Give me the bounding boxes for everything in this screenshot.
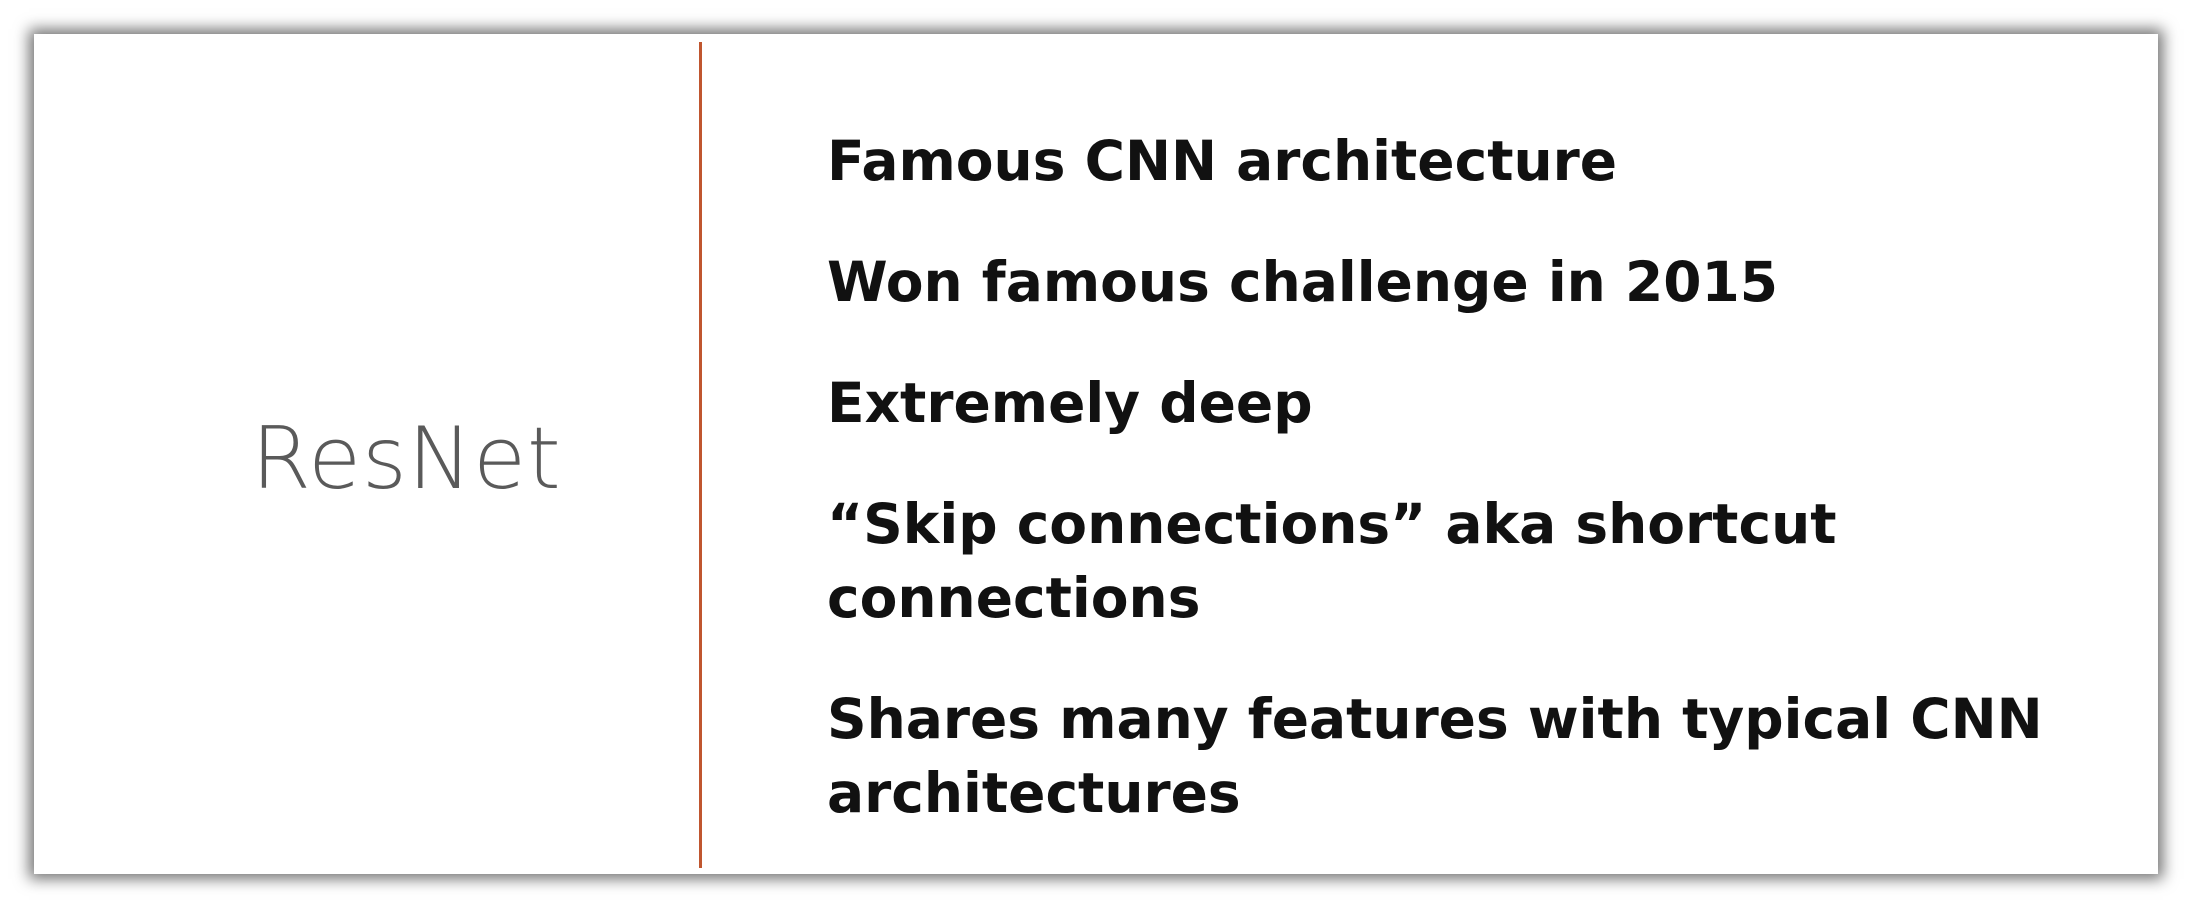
- title-panel: ResNet: [34, 34, 699, 874]
- bullet-item-1: Famous CNN architecture: [827, 129, 1618, 193]
- bullet-list: Famous CNN architecture Won famous chall…: [827, 124, 2127, 877]
- bullet-item-2: Won famous challenge in 2015: [827, 250, 1779, 314]
- bullet-item-3: Extremely deep: [827, 371, 1313, 435]
- vertical-divider: [699, 42, 702, 868]
- slide: ResNet Famous CNN architecture Won famou…: [34, 34, 2158, 874]
- bullet-item-4: “Skip connections” aka shortcut connecti…: [827, 492, 1837, 630]
- bullet-item-5: Shares many features with typical CNN ar…: [827, 687, 2043, 825]
- slide-title: ResNet: [251, 409, 562, 509]
